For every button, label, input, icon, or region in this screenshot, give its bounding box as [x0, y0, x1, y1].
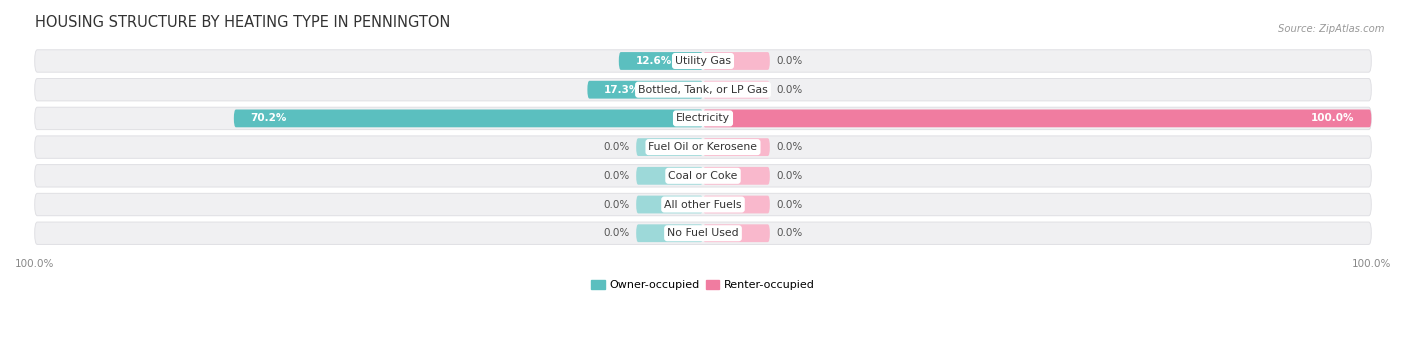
- Text: 0.0%: 0.0%: [603, 199, 630, 209]
- FancyBboxPatch shape: [35, 193, 1371, 216]
- FancyBboxPatch shape: [38, 193, 1368, 216]
- Text: Utility Gas: Utility Gas: [675, 56, 731, 66]
- FancyBboxPatch shape: [636, 224, 703, 242]
- FancyBboxPatch shape: [38, 78, 1368, 101]
- Text: 0.0%: 0.0%: [603, 142, 630, 152]
- Text: Electricity: Electricity: [676, 114, 730, 123]
- Text: HOUSING STRUCTURE BY HEATING TYPE IN PENNINGTON: HOUSING STRUCTURE BY HEATING TYPE IN PEN…: [35, 15, 450, 30]
- Text: 0.0%: 0.0%: [776, 85, 803, 95]
- FancyBboxPatch shape: [636, 167, 703, 185]
- FancyBboxPatch shape: [703, 167, 770, 185]
- FancyBboxPatch shape: [38, 107, 1368, 130]
- Text: 0.0%: 0.0%: [776, 199, 803, 209]
- FancyBboxPatch shape: [38, 165, 1368, 187]
- FancyBboxPatch shape: [35, 107, 1371, 130]
- Text: 100.0%: 100.0%: [1312, 114, 1354, 123]
- Text: 0.0%: 0.0%: [776, 228, 803, 238]
- FancyBboxPatch shape: [35, 222, 1371, 244]
- FancyBboxPatch shape: [588, 81, 703, 99]
- Text: 12.6%: 12.6%: [636, 56, 672, 66]
- FancyBboxPatch shape: [703, 81, 770, 99]
- FancyBboxPatch shape: [636, 138, 703, 156]
- FancyBboxPatch shape: [703, 138, 770, 156]
- FancyBboxPatch shape: [35, 50, 1371, 72]
- FancyBboxPatch shape: [703, 224, 770, 242]
- Text: Bottled, Tank, or LP Gas: Bottled, Tank, or LP Gas: [638, 85, 768, 95]
- Legend: Owner-occupied, Renter-occupied: Owner-occupied, Renter-occupied: [586, 275, 820, 295]
- Text: Source: ZipAtlas.com: Source: ZipAtlas.com: [1278, 24, 1385, 34]
- Text: 17.3%: 17.3%: [605, 85, 641, 95]
- Text: Fuel Oil or Kerosene: Fuel Oil or Kerosene: [648, 142, 758, 152]
- FancyBboxPatch shape: [703, 52, 770, 70]
- FancyBboxPatch shape: [38, 136, 1368, 158]
- Text: 70.2%: 70.2%: [250, 114, 287, 123]
- FancyBboxPatch shape: [619, 52, 703, 70]
- Text: All other Fuels: All other Fuels: [664, 199, 742, 209]
- Text: 0.0%: 0.0%: [603, 171, 630, 181]
- FancyBboxPatch shape: [636, 196, 703, 213]
- Text: No Fuel Used: No Fuel Used: [668, 228, 738, 238]
- Text: 0.0%: 0.0%: [776, 171, 803, 181]
- Text: Coal or Coke: Coal or Coke: [668, 171, 738, 181]
- Text: 0.0%: 0.0%: [603, 228, 630, 238]
- FancyBboxPatch shape: [703, 109, 1371, 127]
- FancyBboxPatch shape: [35, 136, 1371, 158]
- FancyBboxPatch shape: [38, 222, 1368, 244]
- FancyBboxPatch shape: [38, 50, 1368, 72]
- FancyBboxPatch shape: [703, 196, 770, 213]
- FancyBboxPatch shape: [35, 165, 1371, 187]
- Text: 0.0%: 0.0%: [776, 56, 803, 66]
- FancyBboxPatch shape: [233, 109, 703, 127]
- Text: 0.0%: 0.0%: [776, 142, 803, 152]
- FancyBboxPatch shape: [35, 78, 1371, 101]
